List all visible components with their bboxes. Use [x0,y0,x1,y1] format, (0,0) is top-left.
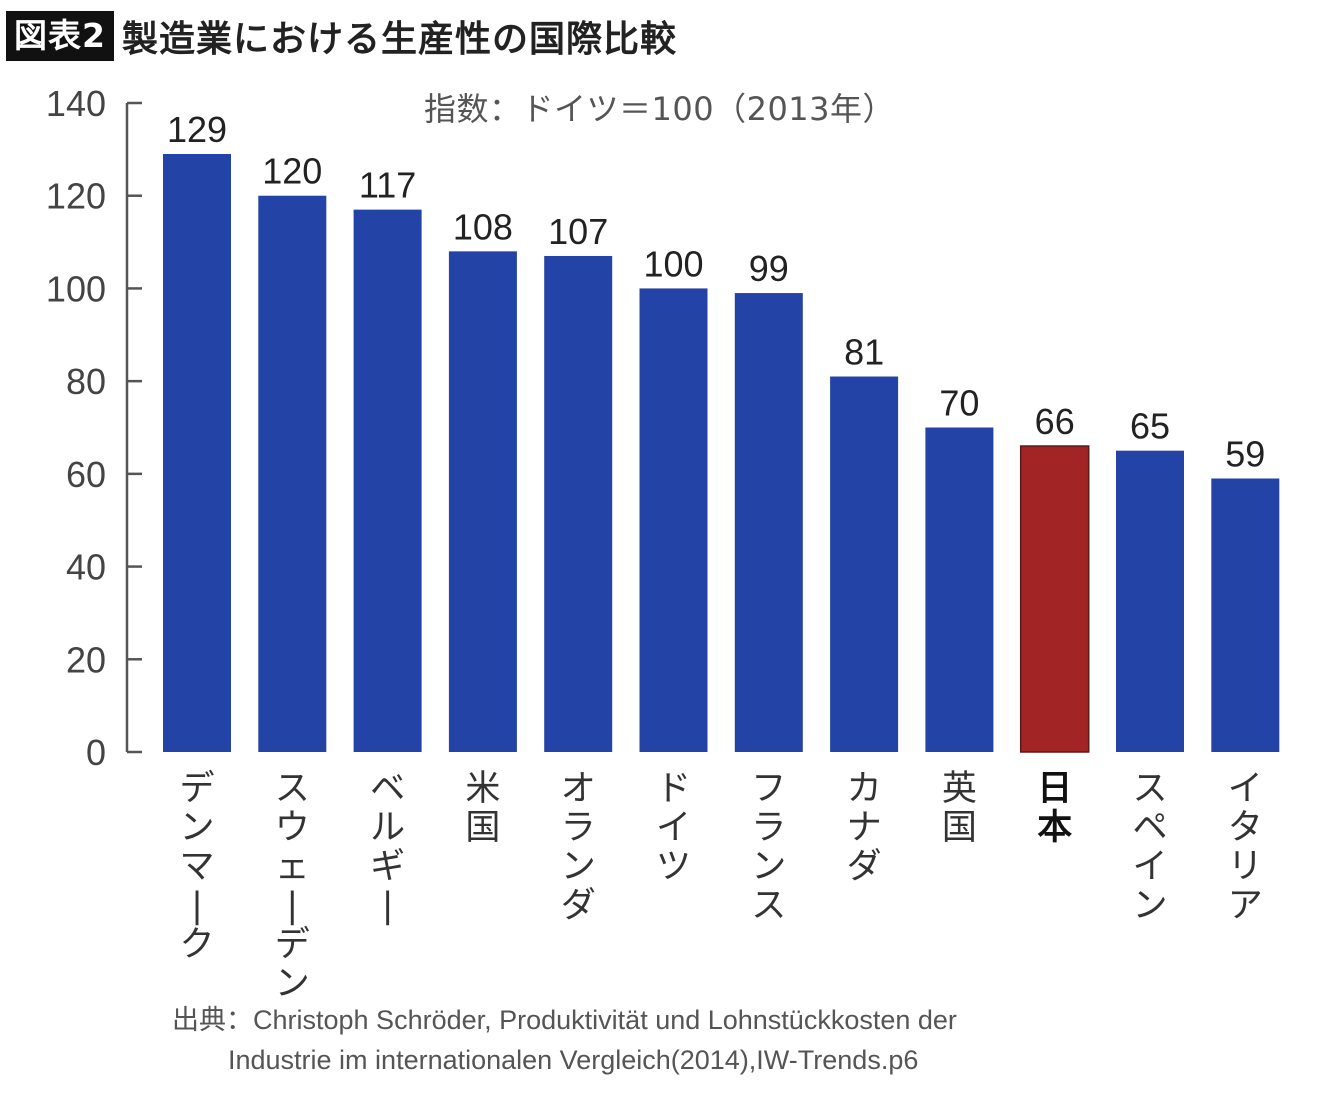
data-label: 59 [1225,433,1265,474]
category-label: ドイツ [656,769,691,887]
data-label: 99 [749,248,789,289]
chart-title: 図表2 製造業における生産性の国際比較 [6,10,677,62]
y-tick-label: 60 [66,454,106,495]
data-label: 108 [453,206,513,247]
category-label: デンマ|ク [179,769,214,965]
y-tick-label: 20 [66,639,106,680]
bar-1 [163,153,231,752]
category-label: 日本 [1037,769,1072,848]
category-label: イタリア [1228,769,1263,926]
bar-4 [448,251,517,753]
bar-chart: 0 20 40 60 80 100 120 140 129 120 117 108 107 100 99 8… [46,83,1280,1000]
y-tick-label: 0 [86,732,106,773]
data-label: 100 [643,243,703,284]
figure-number-badge: 図表2 [6,11,114,61]
bar-5 [544,255,613,752]
bar-7 [734,293,803,752]
bar-11 [1116,450,1184,752]
category-label: フランス [751,769,786,926]
category-label: 英国 [942,769,977,848]
category-label: オランダ [561,769,596,926]
data-label: 129 [167,109,227,150]
category-label: ベルギ| [370,769,405,926]
bar-2 [258,195,327,752]
data-label: 70 [939,383,979,424]
y-tick-label: 80 [66,361,106,402]
bar-9 [925,427,994,752]
y-tick-label: 140 [46,83,106,124]
source-line-2: Industrie im internationalen Vergleich(2… [228,1045,919,1075]
data-labels: 129 120 117 108 107 100 99 81 70 66 65 59 [167,109,1265,475]
y-axis: 0 20 40 60 80 100 120 140 [46,83,142,773]
chart-subtitle: 指数：ドイツ＝100（2013年） [424,90,896,128]
chart-title-text: 製造業における生産性の国際比較 [121,19,677,60]
bar-10 [1019,445,1090,753]
bar-12 [1211,478,1280,752]
bar-8 [830,376,899,752]
data-label: 120 [262,151,322,192]
source-line-1: 出典：Christoph Schröder, Produktivität und… [172,1005,957,1035]
data-label: 107 [548,211,608,252]
bar-3 [353,209,422,752]
bars [163,153,1280,753]
category-label: スペイン [1132,769,1167,926]
category-label: カナダ [847,769,882,887]
data-label: 81 [844,332,884,373]
data-label: 66 [1035,401,1075,442]
bar-6 [639,288,708,752]
category-label: 米国 [465,769,500,848]
source-note: 出典：Christoph Schröder, Produktivität und… [172,1000,957,1080]
y-tick-label: 100 [46,268,106,309]
data-label: 65 [1130,406,1170,447]
y-tick-label: 40 [66,547,106,588]
category-label: スウェ|デン [275,769,310,1000]
data-label: 117 [359,165,416,206]
y-tick-label: 120 [46,176,106,217]
